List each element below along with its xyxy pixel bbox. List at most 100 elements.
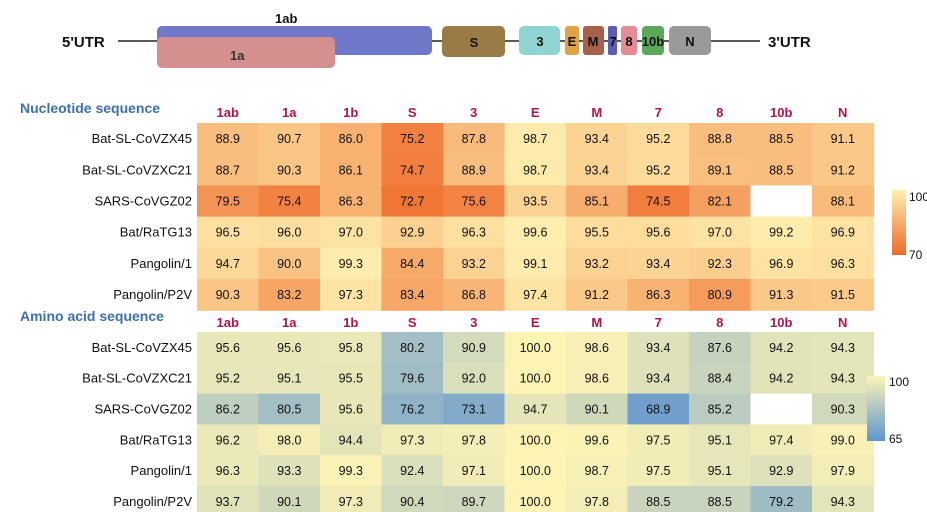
heatmap-0-value-label: 88.9 — [216, 132, 240, 146]
gene-n-label: N — [685, 34, 694, 49]
heatmap-1-value-label: 80.2 — [400, 341, 424, 355]
heatmap-0-value-label: 91.2 — [585, 288, 609, 302]
heatmap-0-row-label: Bat-SL-CoVZX45 — [92, 131, 192, 146]
heatmap-1-value-label: 97.5 — [646, 433, 670, 447]
heatmap-1-value-label: 95.1 — [277, 372, 301, 386]
heatmap-1-cell — [381, 393, 444, 425]
heatmap-0-value-label: 93.4 — [585, 132, 609, 146]
heatmap-0-value-label: 74.7 — [400, 163, 424, 177]
heatmap-0-cell — [689, 123, 752, 155]
heatmap-1-value-label: 93.3 — [277, 464, 301, 478]
heatmap-1-row-label: Bat/RaTG13 — [120, 432, 192, 447]
heatmap-0-row-label: Bat-SL-CoVZXC21 — [82, 162, 192, 177]
gene-7-box — [608, 26, 617, 55]
heatmap-0-cell — [320, 247, 383, 280]
heatmap-1-value-label: 95.1 — [708, 464, 732, 478]
heatmap-1-cell — [381, 424, 444, 456]
legend-1-max-label: 100 — [889, 375, 909, 389]
heatmap-0-value-label: 93.2 — [462, 257, 486, 271]
heatmap-0-cell — [689, 216, 752, 249]
heatmap-1-value-label: 98.7 — [585, 464, 609, 478]
heatmap-1-cell — [750, 393, 813, 425]
heatmap-1-cell — [258, 393, 321, 425]
heatmap-1-col-label: 1a — [282, 315, 297, 330]
heatmap-1-cell — [443, 332, 506, 364]
heatmap-0-cell — [627, 216, 690, 249]
heatmap-1-value-label: 90.9 — [462, 341, 486, 355]
gene-m-box — [583, 26, 604, 55]
heatmap-1-value-label: 99.6 — [585, 433, 609, 447]
gene-e-label: E — [568, 34, 577, 49]
heatmap-1-cell — [197, 455, 260, 487]
heatmap-0-value-label: 99.1 — [523, 257, 547, 271]
heatmap-0-value-label: 93.4 — [585, 163, 609, 177]
heatmap-0-value-label: 91.3 — [769, 288, 793, 302]
legend-0: 100 70 — [892, 190, 927, 262]
heatmap-0-value-label: 96.3 — [831, 257, 855, 271]
heatmap-0-value-label: 89.1 — [708, 163, 732, 177]
heatmap-1-value-label: 94.3 — [831, 341, 855, 355]
heatmap-0-value-label: 90.7 — [277, 132, 301, 146]
gene-m-label: M — [588, 34, 599, 49]
heatmap-0-cell — [320, 216, 383, 249]
heatmap-1-cell — [320, 362, 383, 395]
heatmap-0-value-label: 94.7 — [216, 257, 240, 271]
heatmap-0-col-label: 3 — [470, 105, 477, 120]
heatmap-1-cell — [812, 424, 875, 456]
heatmap-0-value-label: 95.6 — [646, 226, 670, 240]
heatmap-1-cell — [750, 362, 813, 395]
heatmap-0-cell — [443, 185, 506, 218]
heatmap-0-value-label: 79.5 — [216, 195, 240, 209]
heatmap-1-value-label: 87.6 — [708, 341, 732, 355]
heatmap-1-cell — [750, 332, 813, 364]
gene-n-box — [669, 26, 711, 55]
heatmap-1-col-label: M — [591, 315, 602, 330]
heatmap-0-value-label: 80.9 — [708, 288, 732, 302]
heatmap-0-cell — [258, 216, 321, 249]
heatmap-0-value-label: 96.9 — [831, 226, 855, 240]
heatmap-1-value-label: 99.0 — [831, 433, 855, 447]
heatmap-0-col-label: 1ab — [217, 105, 239, 120]
heatmap-1-value-label: 93.4 — [646, 372, 670, 386]
heatmap-0-value-label: 96.0 — [277, 226, 301, 240]
heatmap-0-cell — [566, 247, 629, 280]
heatmap-0-cell — [443, 279, 506, 311]
heatmap-0-value-label: 88.1 — [831, 195, 855, 209]
heatmap-1-value-label: 95.1 — [708, 433, 732, 447]
heatmap-0-cell — [320, 154, 383, 186]
heatmap-0-value-label: 86.0 — [339, 132, 363, 146]
heatmap-0-value-label: 86.8 — [462, 288, 486, 302]
heatmap-0-value-label: 91.2 — [831, 163, 855, 177]
heatmap-0-row-label: SARS-CoVGZ02 — [94, 194, 192, 209]
heatmap-1-cell — [443, 455, 506, 487]
heatmap-0-cell — [320, 185, 383, 218]
gene-3-label: 3 — [536, 34, 543, 49]
gene-8-box — [621, 26, 637, 55]
heatmap-0-row-label: Bat/RaTG13 — [120, 225, 192, 240]
heatmap-0-value-label: 97.3 — [339, 288, 363, 302]
heatmap-1-col-label: S — [408, 315, 417, 330]
heatmap-1-value-label: 99.3 — [339, 464, 363, 478]
heatmap-0-value-label: 88.7 — [216, 163, 240, 177]
heatmap-0-cell — [504, 247, 567, 280]
heatmap-1-cell — [443, 393, 506, 425]
heatmap-1-cell — [566, 332, 629, 364]
heatmap-0-cell — [812, 154, 875, 186]
heatmap-1-cell — [627, 362, 690, 395]
heatmap-1-cell — [258, 424, 321, 456]
gene-3-box — [519, 26, 560, 55]
heatmap-0-value-label: 99.6 — [523, 226, 547, 240]
heatmap-0-cell — [627, 154, 690, 186]
heatmap-1-value-label: 97.4 — [769, 433, 793, 447]
heatmap-1-cell — [750, 455, 813, 487]
heatmap-0-row-label: Pangolin/P2V — [113, 287, 192, 302]
heatmap-1-value-label: 88.4 — [708, 372, 732, 386]
heatmap-0-value-label: 95.2 — [646, 132, 670, 146]
heatmap-1-cell — [812, 362, 875, 395]
heatmap-0-cell — [566, 154, 629, 186]
heatmap-1-cell — [258, 455, 321, 487]
heatmap-1-value-label: 94.3 — [831, 372, 855, 386]
heatmap-1-cell — [812, 332, 875, 364]
heatmap-1-value-label: 94.4 — [339, 433, 363, 447]
utr5-label: 5'UTR — [62, 34, 105, 51]
